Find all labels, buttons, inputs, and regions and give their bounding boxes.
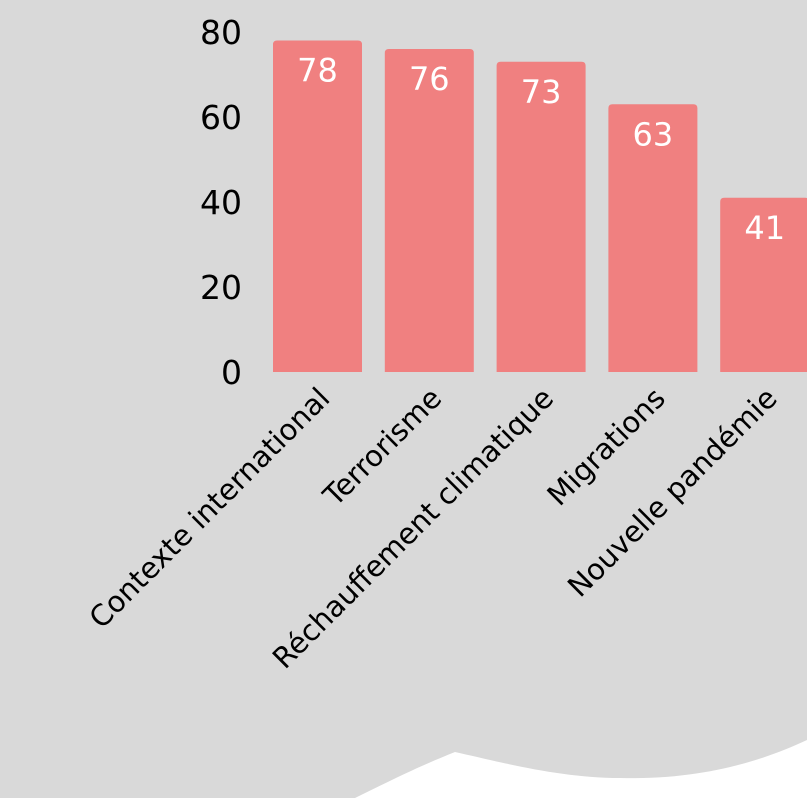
y-tick-label: 80 <box>200 13 242 52</box>
y-axis-ticks: 0 20 40 60 80 <box>200 13 242 392</box>
bar <box>384 49 474 372</box>
bar-value-label: 73 <box>521 73 562 111</box>
bar-value-label: 76 <box>409 60 450 98</box>
bar <box>496 61 586 372</box>
y-tick-label: 0 <box>221 353 242 392</box>
bar <box>720 197 807 372</box>
y-tick-label: 40 <box>200 183 242 222</box>
y-tick-label: 20 <box>200 268 242 307</box>
bar-value-label: 63 <box>633 115 674 153</box>
bar <box>273 40 362 372</box>
data-labels: 78 76 73 63 41 <box>297 52 785 247</box>
bars <box>273 40 807 372</box>
bar-value-label: 78 <box>297 52 338 90</box>
bar-value-label: 41 <box>744 209 785 247</box>
bar <box>608 104 698 372</box>
y-tick-label: 60 <box>200 98 242 137</box>
